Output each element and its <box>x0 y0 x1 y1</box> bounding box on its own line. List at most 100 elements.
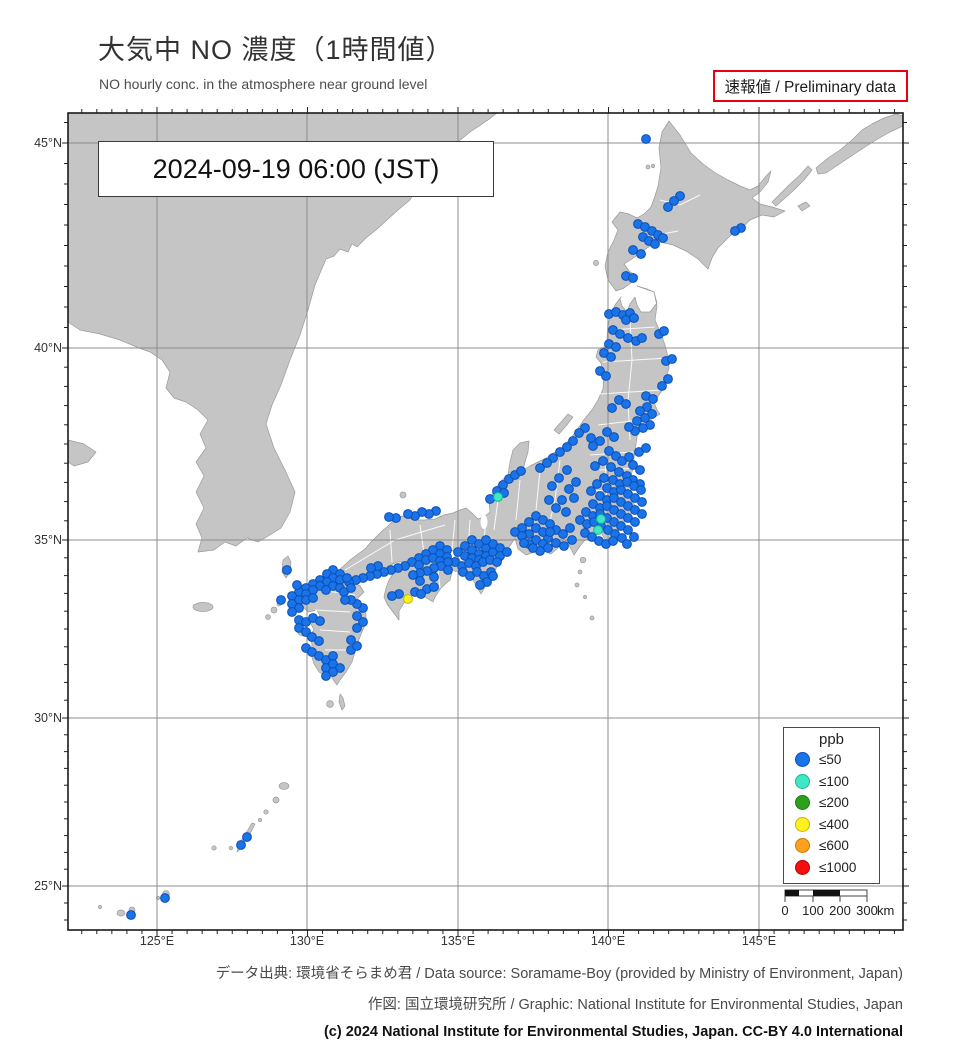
station-dot <box>606 462 616 472</box>
page-subtitle: NO hourly conc. in the atmosphere near g… <box>99 76 428 92</box>
shikotan-island <box>797 201 811 212</box>
legend-class-dot <box>795 773 810 789</box>
station-dot <box>481 535 491 545</box>
kerama <box>228 845 234 851</box>
goto-island <box>270 606 278 614</box>
station-dot <box>659 326 669 336</box>
station-dot <box>586 433 596 443</box>
legend-row: ≤400 <box>784 814 879 836</box>
station-dot <box>635 465 645 475</box>
legend-row: ≤600 <box>784 835 879 857</box>
lon-axis-label: 130°E <box>289 934 325 948</box>
scalebar-number: 300 <box>856 903 878 918</box>
station-dot <box>558 529 568 539</box>
scalebar-number: 0 <box>781 903 789 918</box>
station-dot <box>623 525 633 535</box>
station-dot <box>607 403 617 413</box>
tanegashima <box>338 693 346 711</box>
station-dot <box>282 565 292 575</box>
station-dot <box>524 517 534 527</box>
station-dot <box>328 651 338 661</box>
lat-axis-label: 40°N <box>34 341 62 355</box>
lon-axis-label: 125°E <box>139 934 175 948</box>
kunashiri-island <box>771 165 813 207</box>
timestamp-box: 2024-09-19 06:00 (JST) <box>98 141 494 197</box>
map-frame <box>67 112 904 931</box>
station-dot <box>599 473 609 483</box>
station-dot <box>346 635 356 645</box>
legend: ppb ≤50 ≤100 ≤200 ≤400 ≤600 ≤1000 <box>783 727 880 884</box>
station-dot <box>588 441 598 451</box>
station-dot <box>366 563 376 573</box>
station-dot <box>475 580 485 590</box>
station-dot <box>624 452 634 462</box>
station-dot <box>502 547 512 557</box>
izu-island <box>577 569 583 575</box>
station-dot <box>535 463 545 473</box>
station-dot <box>561 507 571 517</box>
station-dot <box>657 381 667 391</box>
station-dot <box>615 329 625 339</box>
station-dot <box>443 565 453 575</box>
station-dot <box>637 509 647 519</box>
station-dot <box>648 394 658 404</box>
okinoerabu <box>263 809 269 815</box>
station-dot <box>629 313 639 323</box>
station-dot <box>315 616 325 626</box>
shandong <box>68 439 97 467</box>
legend-class-dot <box>795 795 810 811</box>
hokkaido <box>604 120 786 292</box>
legend-row: ≤200 <box>784 792 879 814</box>
station-dot <box>547 481 557 491</box>
station-dot <box>636 485 646 495</box>
station-dot <box>604 446 614 456</box>
station-dot <box>485 494 495 504</box>
legend-class-label: ≤100 <box>819 773 849 789</box>
station-dot <box>160 893 170 903</box>
station-dot <box>596 514 606 524</box>
station-dot <box>519 538 529 548</box>
etorofu-island <box>815 113 903 175</box>
footer-copyright: (c) 2024 National Institute for Environm… <box>323 1024 903 1040</box>
station-dot <box>623 333 633 343</box>
station-dot <box>387 591 397 601</box>
station-dot <box>609 432 619 442</box>
station-dot <box>559 541 569 551</box>
station-dot <box>568 436 578 446</box>
station-dot <box>414 560 424 570</box>
station-dot <box>528 543 538 553</box>
station-dot <box>593 525 603 535</box>
station-dot <box>629 532 639 542</box>
station-dot <box>314 636 324 646</box>
station-dot <box>242 832 252 842</box>
scalebar-unit: km <box>877 903 895 918</box>
amami-island <box>278 782 290 790</box>
station-dot <box>429 582 439 592</box>
station-dot <box>569 493 579 503</box>
station-dot <box>637 333 647 343</box>
station-dot <box>637 497 647 507</box>
station-dot <box>408 570 418 580</box>
lat-axis-label: 30°N <box>34 711 62 725</box>
izu-island <box>589 615 595 621</box>
station-dot <box>628 245 638 255</box>
izu-island <box>583 595 587 599</box>
station-dot <box>628 460 638 470</box>
legend-class-label: ≤200 <box>819 795 849 811</box>
station-dot <box>636 249 646 259</box>
station-dot <box>358 617 368 627</box>
station-dot <box>321 671 331 681</box>
stations-layer <box>126 134 746 920</box>
legend-row: ≤50 <box>784 749 879 771</box>
station-dot <box>606 352 616 362</box>
legend-class-dot <box>795 752 810 768</box>
footer-graphic-credit: 作図: 国立環境研究所 / Graphic: National Institut… <box>367 997 903 1013</box>
station-dot <box>602 427 612 437</box>
lon-axis-label: 140°E <box>590 934 626 948</box>
station-dot <box>403 509 413 519</box>
iriomote-island <box>116 909 126 917</box>
station-dot <box>340 595 350 605</box>
station-dot <box>632 416 642 426</box>
station-dot <box>592 479 602 489</box>
legend-class-label: ≤600 <box>819 838 849 854</box>
